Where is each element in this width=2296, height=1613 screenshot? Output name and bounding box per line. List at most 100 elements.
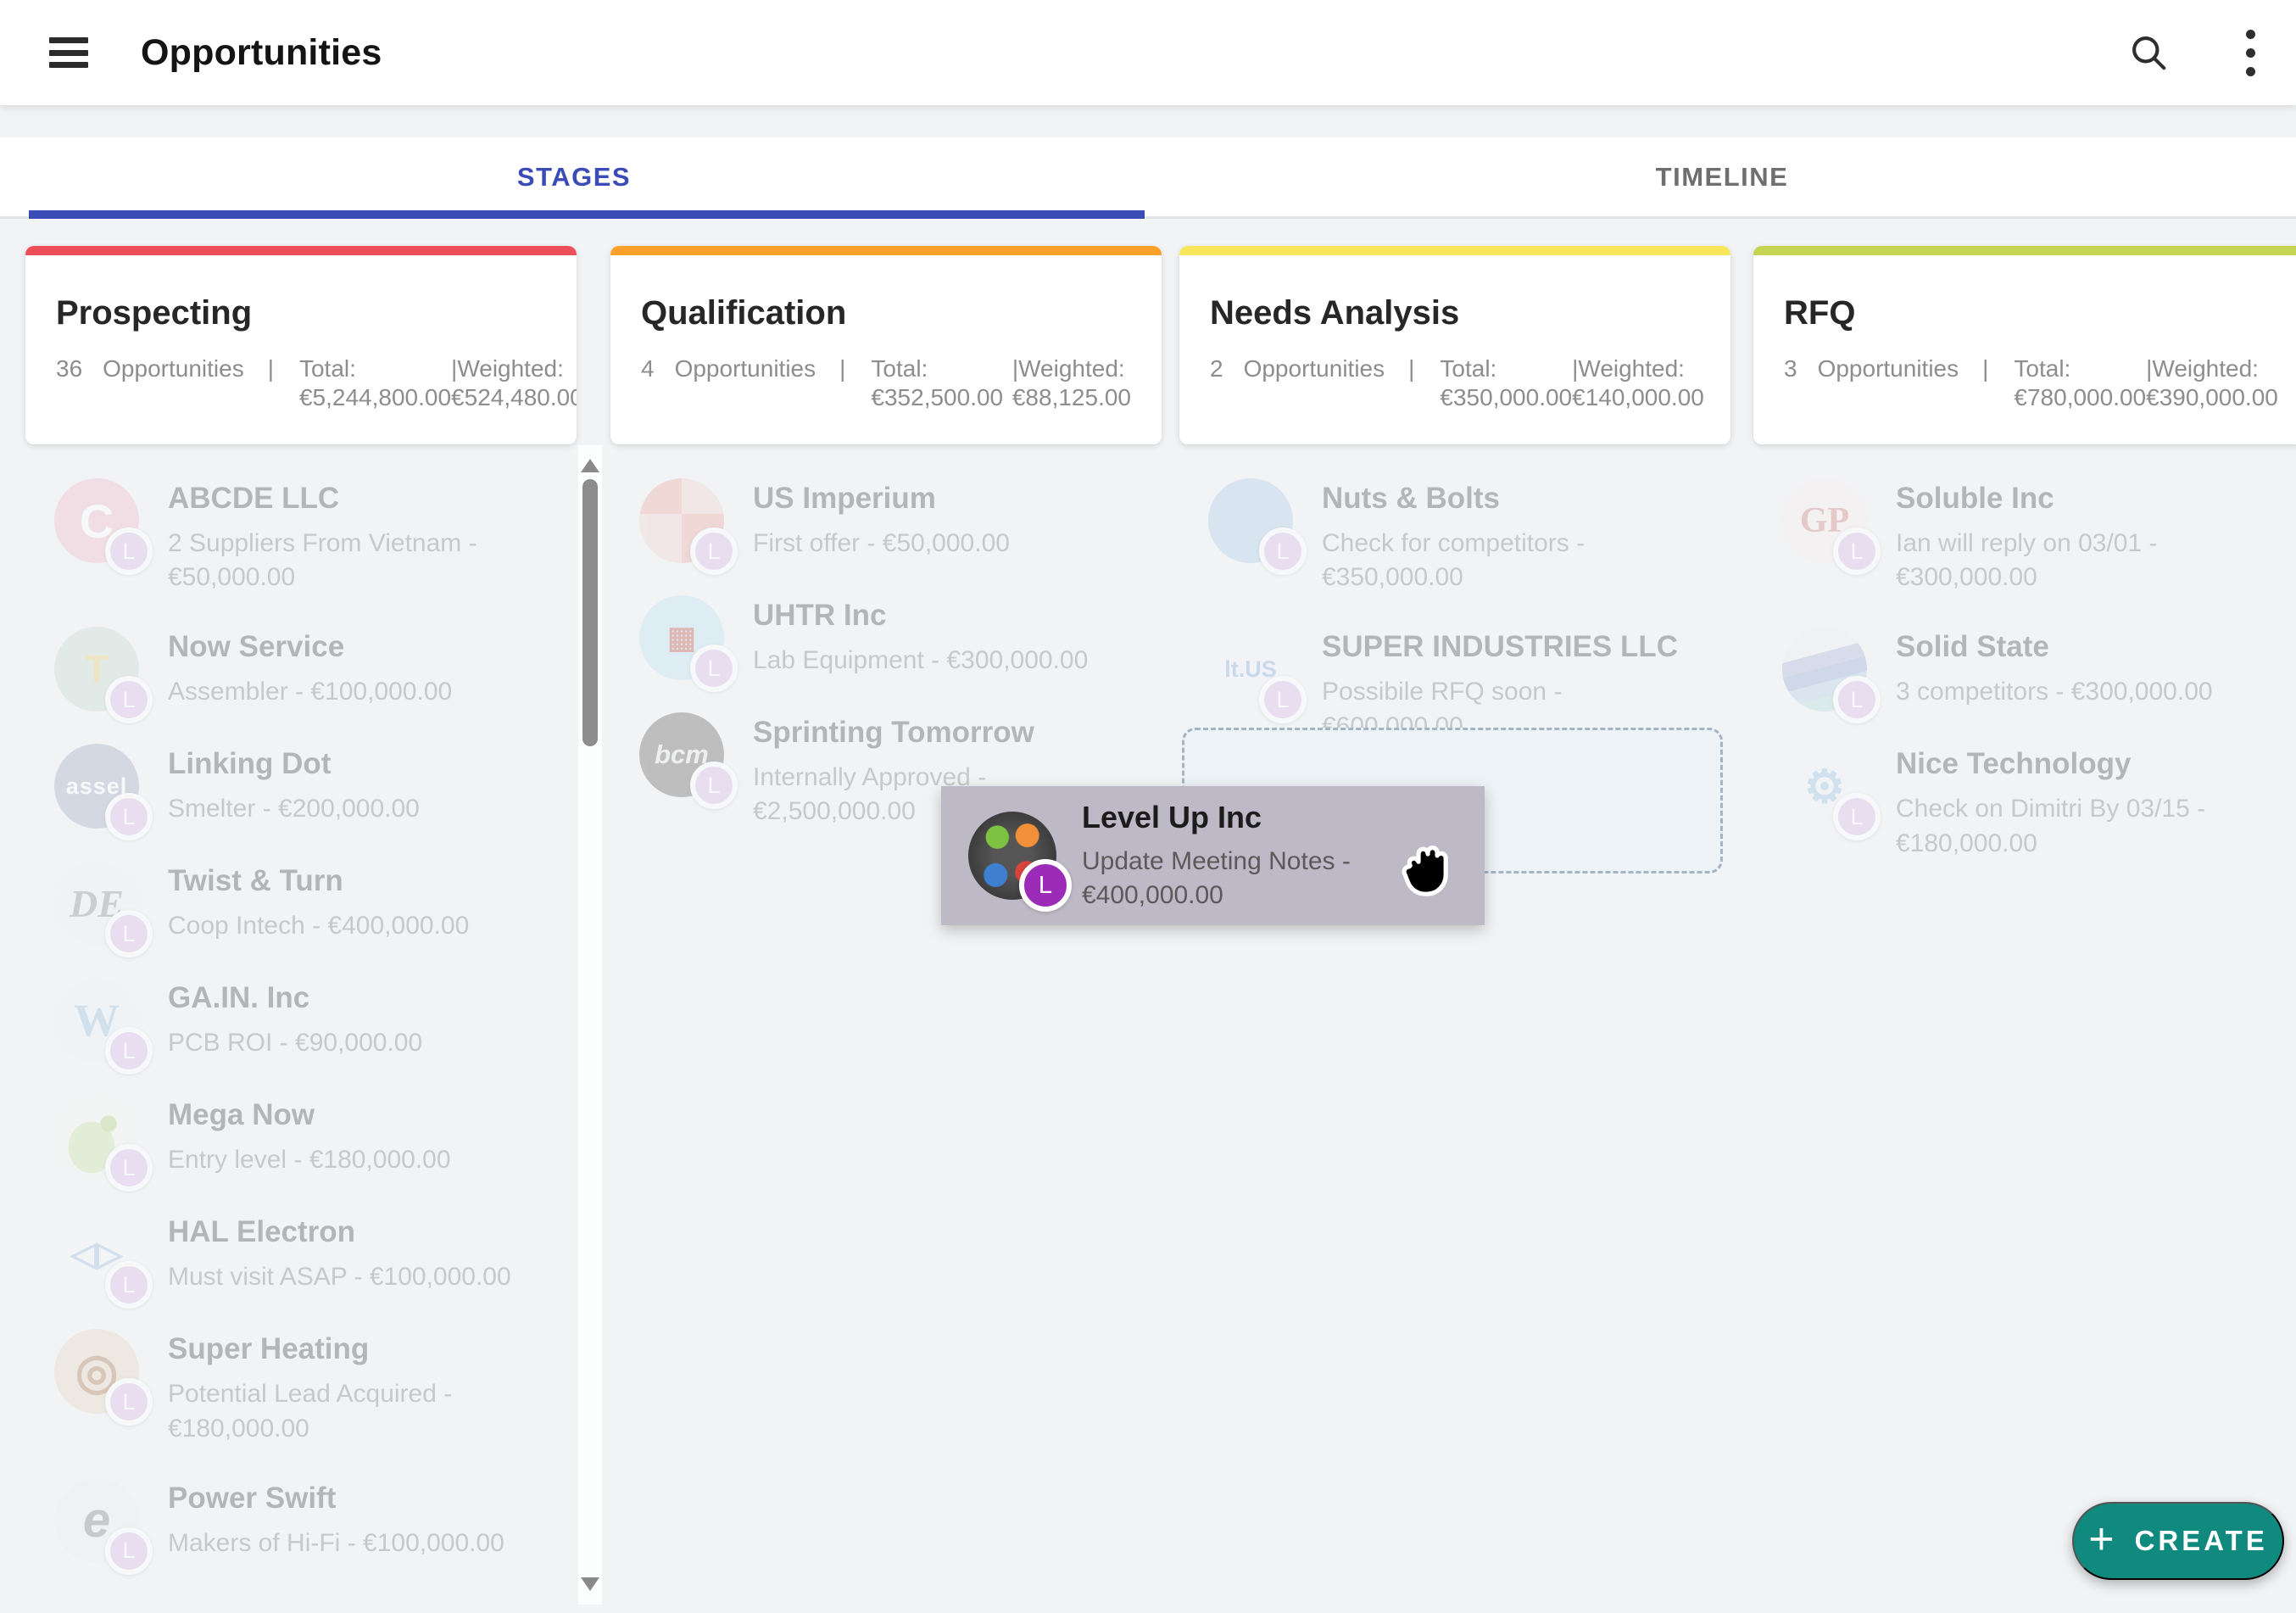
company-logo-avatar: ◎ [54,1329,139,1415]
stage-header: RFQ 3 Opportunities | Total: €780,000.00… [1753,246,2296,444]
avatar-wrap: L [639,478,738,575]
opportunity-company: US Imperium [753,482,936,515]
stage-title: Qualification [641,294,847,332]
opportunity-company: Sprinting Tomorrow [753,716,1034,749]
lead-badge: L [1259,676,1307,724]
stage-header: Qualification 4 Opportunities | Total: €… [610,246,1162,444]
avatar-wrap: L [54,1095,153,1192]
avatar-wrap: T L [54,627,153,724]
opportunity-company: SUPER INDUSTRIES LLC [1322,630,1679,664]
stage-header: Prospecting 36 Opportunities | Total: €5… [25,246,577,444]
opportunity-card[interactable]: e L Power Swift Makers of Hi-Fi - €100,0… [54,1477,556,1575]
stage-count: 3 [1784,355,1797,382]
view-tabs: STAGES TIMELINE [0,137,2296,219]
opportunity-card[interactable]: C L ABCDE LLC 2 Suppliers From Vietnam -… [54,478,556,594]
stage-weighted-label: |Weighted: [451,355,564,382]
stage-card-list: L US Imperium First offer - €50,000.00 ▦… [610,478,1162,829]
stage-total: Total: €352,500.00 [871,354,1003,411]
lead-badge: L [690,762,738,809]
opportunity-company: HAL Electron [168,1215,356,1249]
opportunity-note: Potential Lead Acquired - €180,000.00 [168,1380,453,1443]
avatar-wrap: assel L [54,744,153,841]
stage-count-label: Opportunities [103,355,244,382]
opportunity-note: Check for competitors - €350,000.00 [1322,529,1585,592]
menu-icon[interactable] [49,37,88,68]
avatar-wrap: C L [54,478,153,575]
stage-stats: 2 Opportunities | Total: €350,000.00 |We… [1210,354,1704,411]
stage-count-label: Opportunities [1817,355,1959,382]
lead-badge: L [105,910,153,958]
stage-weighted-label: |Weighted: [1011,355,1125,382]
opportunity-card[interactable]: DE L Twist & Turn Coop Intech - €400,000… [54,861,556,958]
stage-count: 36 [56,355,83,382]
column-scrollbar[interactable] [578,445,602,1605]
search-icon[interactable] [2125,29,2172,76]
opportunity-company: Power Swift [168,1481,337,1515]
opportunity-card[interactable]: ⚙ L Nice Technology Check on Dimitri By … [1782,744,2284,860]
opportunity-card[interactable]: L Nuts & Bolts Check for competitors - €… [1208,478,1710,594]
stage-total-label: Total: [1440,355,1497,382]
opportunity-company: GA.IN. Inc [168,981,310,1015]
opportunity-card[interactable]: W L GA.IN. Inc PCB ROI - €90,000.00 [54,978,556,1075]
tab-timeline[interactable]: TIMELINE [1655,161,1789,192]
opportunity-note: Assembler - €100,000.00 [168,678,453,706]
stage-card-list: C L ABCDE LLC 2 Suppliers From Vietnam -… [25,478,577,1575]
stage-weighted-label: |Weighted: [2146,355,2259,382]
stage-stats: 4 Opportunities | Total: €352,500.00 |We… [641,354,1131,411]
avatar-wrap: lt.US L [1208,627,1307,724]
stage-color-bar [25,246,577,255]
lead-badge: L [1833,793,1881,841]
stage-title: Needs Analysis [1210,294,1460,332]
scrollbar-thumb[interactable] [582,479,598,746]
opportunity-card[interactable]: assel L Linking Dot Smelter - €200,000.0… [54,744,556,841]
lead-badge: L [105,1261,153,1309]
stage-total-label: Total: [2014,355,2071,382]
stage-weighted-value: €88,125.00 [1011,383,1131,410]
app-bar: Opportunities [0,0,2296,105]
opportunity-company: Solid State [1896,630,2049,664]
opportunity-card[interactable]: bcm L Sprinting Tomorrow Internally Appr… [639,712,1141,829]
scroll-up-icon[interactable] [581,459,599,472]
scroll-down-icon[interactable] [581,1577,599,1591]
opportunity-card[interactable]: ◎ L Super Heating Potential Lead Acquire… [54,1329,556,1445]
opportunity-note: Makers of Hi-Fi - €100,000.00 [168,1528,504,1557]
lead-badge: L [105,1378,153,1426]
opportunity-card[interactable]: ◁▷ L HAL Electron Must visit ASAP - €100… [54,1212,556,1309]
stage-separator: | [1408,355,1415,382]
stage-weighted: |Weighted: €390,000.00 [2146,354,2278,411]
company-logo-avatar: DE [54,861,139,946]
opportunity-card[interactable]: L Mega Now Entry level - €180,000.00 [54,1095,556,1192]
stage-weighted-label: |Weighted: [1572,355,1685,382]
stage-color-bar [1753,246,2296,255]
tab-stages[interactable]: STAGES [516,161,632,192]
opportunity-card[interactable]: L Solid State 3 competitors - €300,000.0… [1782,627,2284,724]
dragged-opportunity-card[interactable]: L Level Up Inc Update Meeting Notes - €4… [941,786,1485,925]
lead-badge: L [105,793,153,841]
more-options-icon[interactable] [2226,29,2274,76]
opportunity-card[interactable]: lt.US L SUPER INDUSTRIES LLC Possibile R… [1208,627,1710,743]
active-tab-indicator [29,210,1145,219]
opportunity-card[interactable]: T L Now Service Assembler - €100,000.00 [54,627,556,724]
avatar-wrap: DE L [54,861,153,958]
company-logo-avatar: bcm [639,712,724,797]
opportunity-card[interactable]: GP L Soluble Inc Ian will reply on 03/01… [1782,478,2284,594]
opportunity-card[interactable]: L US Imperium First offer - €50,000.00 [639,478,1141,575]
opportunity-note: First offer - €50,000.00 [753,529,1010,557]
create-button-label: CREATE [2134,1525,2268,1556]
opportunity-card[interactable]: ▦ L UHTR Inc Lab Equipment - €300,000.00 [639,595,1141,692]
stage-total-label: Total: [298,355,356,382]
stage-weighted: |Weighted: €140,000.00 [1572,354,1704,411]
lead-badge: L [1833,527,1881,575]
lead-badge: L [1019,859,1072,912]
stage-total-value: €350,000.00 [1440,383,1573,410]
stage-column-needs-analysis: Needs Analysis 2 Opportunities | Total: … [1179,246,1730,1613]
opportunity-note: Smelter - €200,000.00 [168,795,420,823]
avatar-wrap: W L [54,978,153,1075]
create-button[interactable]: + CREATE [2072,1502,2284,1580]
stage-column-prospecting: Prospecting 36 Opportunities | Total: €5… [25,246,602,1613]
stage-column-rfq: RFQ 3 Opportunities | Total: €780,000.00… [1753,246,2296,1613]
stage-weighted-value: €140,000.00 [1572,383,1704,410]
stage-separator: | [839,355,846,382]
grab-hand-cursor [1402,846,1448,896]
avatar-wrap: ◎ L [54,1329,153,1426]
